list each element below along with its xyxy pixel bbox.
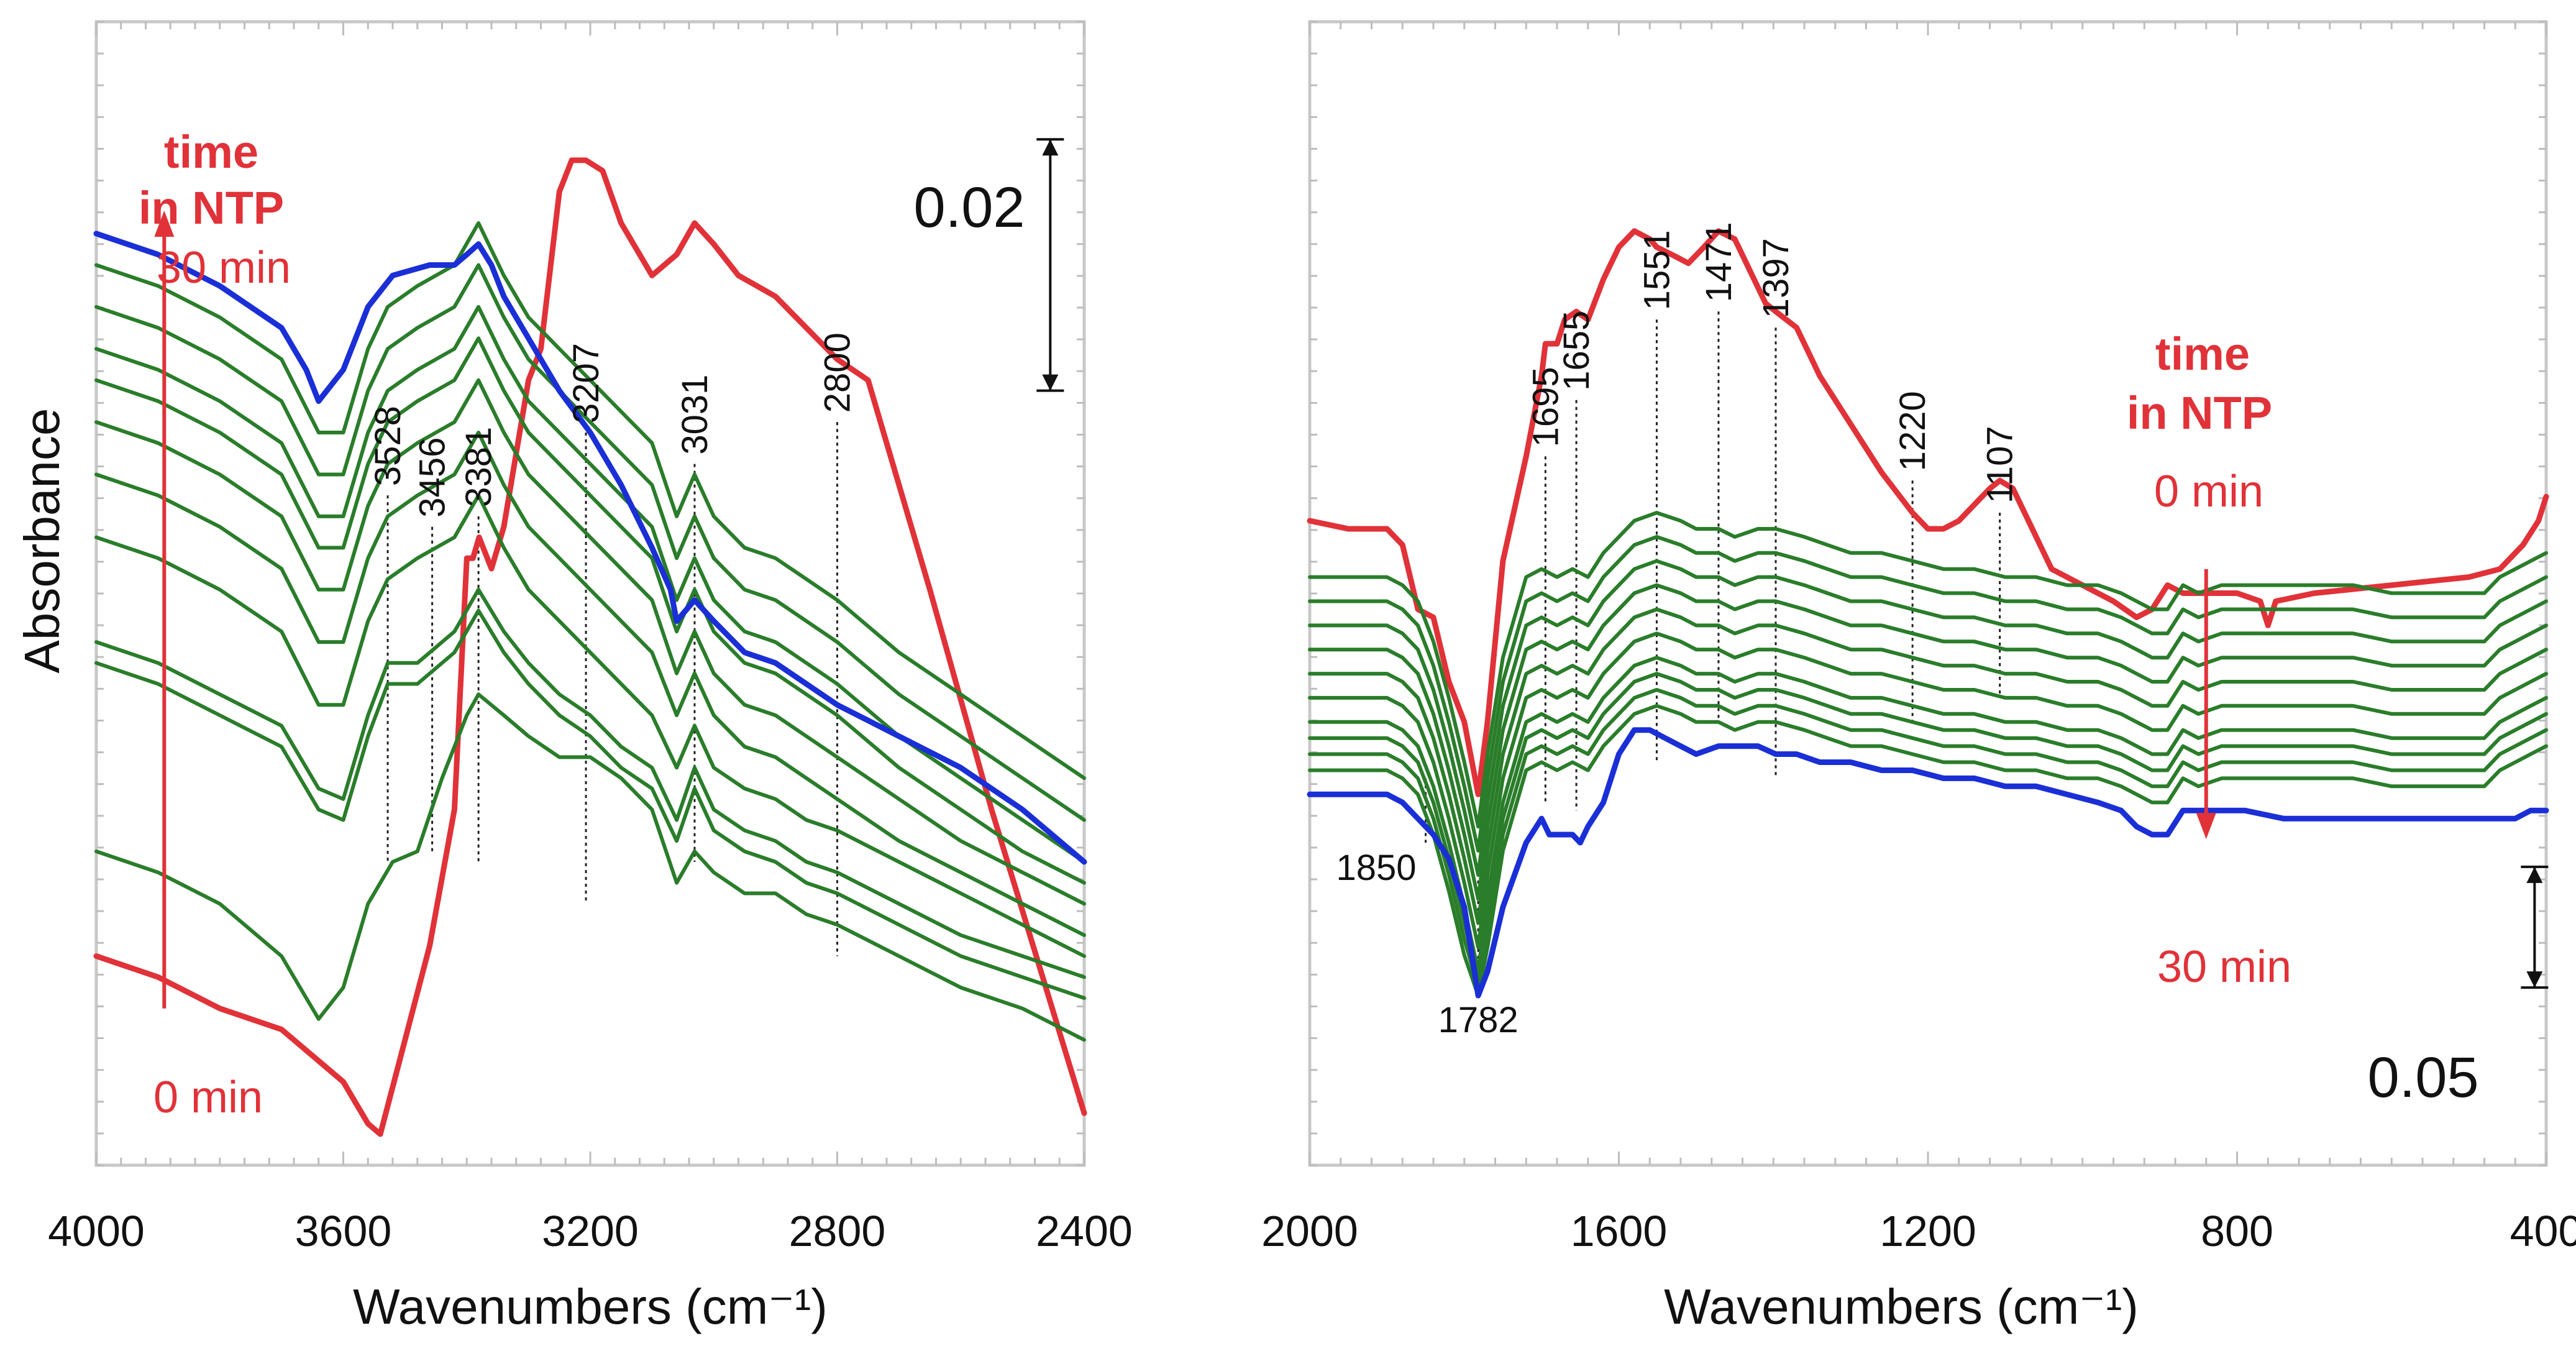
- peak-label-1471: 1471: [1699, 222, 1739, 302]
- peak-label-3031: 3031: [675, 375, 715, 455]
- peak-label-1551: 1551: [1637, 230, 1677, 310]
- peak-label-3207: 3207: [566, 343, 606, 423]
- series-green-9: [94, 263, 1086, 822]
- series-green-10: [94, 221, 1086, 781]
- x-tick-800: 800: [2201, 1207, 2273, 1255]
- peak-label-2800: 2800: [818, 332, 858, 413]
- y-axis-title: Absorbance: [14, 408, 70, 674]
- right-x-axis-title: Wavenumbers (cm⁻¹): [1664, 1279, 2139, 1334]
- right-x-tick-labels: 2000 1600 1200 800 400: [1261, 1207, 2576, 1255]
- series-0-min: [93, 157, 1087, 1137]
- right-peak-labels: 1695 1655 1551 1471 1397 1220 1107 1850 …: [1336, 222, 2021, 1040]
- right-arrow-head: [2196, 813, 2216, 840]
- right-series-group: [1307, 228, 2549, 999]
- left-annotation-30-min: 30 min: [157, 243, 291, 293]
- series-green-8: [1308, 559, 2548, 877]
- left-peak-labels: 3528 3456 3381 3207 3031 2800: [368, 332, 857, 518]
- series-green-10: [1308, 511, 2548, 829]
- peak-label-3381: 3381: [459, 427, 499, 507]
- x-tick-2400: 2400: [1036, 1207, 1133, 1255]
- left-panel: 3528 3456 3381 3207 3031 2800 time in NT…: [14, 20, 1133, 1334]
- series-green-8: [94, 305, 1086, 864]
- right-time-arrow: [2196, 569, 2216, 840]
- left-x-axis-title: Wavenumbers (cm⁻¹): [353, 1279, 828, 1334]
- left-arrow-head: [154, 211, 175, 237]
- series-green-6: [1308, 607, 2548, 925]
- left-peak-markers: [386, 422, 838, 956]
- series-green-1: [94, 692, 1086, 1042]
- left-scale-bar: [1036, 138, 1064, 392]
- series-green-5: [94, 431, 1086, 937]
- peak-label-1655: 1655: [1556, 311, 1597, 391]
- x-tick-400: 400: [2510, 1207, 2576, 1255]
- right-scale-bar-arrowhead: [2526, 866, 2543, 883]
- left-annotation-time: time: [164, 126, 258, 178]
- left-series-group: [93, 157, 1087, 1137]
- right-scale-bar-arrowhead: [2526, 971, 2543, 988]
- series-green-1: [1308, 703, 2548, 997]
- x-tick-1600: 1600: [1571, 1207, 1668, 1255]
- series-green-6: [94, 378, 1086, 906]
- peak-label-1782: 1782: [1438, 1000, 1519, 1040]
- right-plot-frame: [1308, 20, 2548, 1167]
- series-30-min: [93, 231, 1087, 865]
- left-scale-label: 0.02: [913, 176, 1025, 239]
- left-time-arrow: [154, 211, 175, 1009]
- right-panel: 1695 1655 1551 1471 1397 1220 1107 1850 …: [1261, 20, 2576, 1334]
- x-tick-1200: 1200: [1879, 1207, 1976, 1255]
- series-green-7: [1308, 583, 2548, 901]
- series-green-2: [1308, 688, 2548, 990]
- series-0-min: [1307, 228, 2549, 797]
- series-green-3: [1308, 672, 2548, 982]
- right-annotation-0-min: 0 min: [2154, 467, 2263, 516]
- peak-label-1107: 1107: [1980, 426, 2021, 503]
- series-green-4: [1308, 656, 2548, 974]
- right-annotation-in-ntp: in NTP: [2127, 387, 2272, 439]
- x-tick-2000: 2000: [1261, 1207, 1358, 1255]
- left-annotation-0-min: 0 min: [153, 1073, 263, 1122]
- right-annotation-30-min: 30 min: [2157, 942, 2291, 992]
- series-green-5: [1308, 631, 2548, 950]
- series-green-7: [94, 336, 1086, 885]
- right-scale-label: 0.05: [2367, 1046, 2478, 1109]
- left-scale-bar-arrowhead: [1042, 374, 1059, 391]
- peak-label-1695: 1695: [1525, 367, 1566, 447]
- peak-label-1397: 1397: [1756, 238, 1796, 318]
- x-tick-2800: 2800: [789, 1207, 886, 1255]
- left-x-tick-labels: 4000 3600 3200 2800 2400: [48, 1207, 1133, 1255]
- series-green-2: [94, 608, 1086, 1000]
- right-minor-ticks: [1309, 21, 2547, 1166]
- x-tick-4000: 4000: [48, 1207, 145, 1255]
- peak-label-1850: 1850: [1336, 848, 1417, 888]
- peak-label-1220: 1220: [1893, 391, 1933, 471]
- left-scale-bar-arrowhead: [1042, 139, 1059, 156]
- peak-label-3528: 3528: [368, 406, 408, 486]
- series-30-min: [1307, 727, 2549, 999]
- series-green-3: [94, 587, 1086, 979]
- series-green-9: [1308, 534, 2548, 853]
- peak-label-3456: 3456: [413, 437, 453, 518]
- series-green-4: [94, 493, 1086, 958]
- right-annotation-time: time: [2155, 328, 2250, 380]
- right-scale-bar: [2521, 865, 2549, 989]
- x-tick-3200: 3200: [542, 1207, 639, 1255]
- x-tick-3600: 3600: [295, 1207, 392, 1255]
